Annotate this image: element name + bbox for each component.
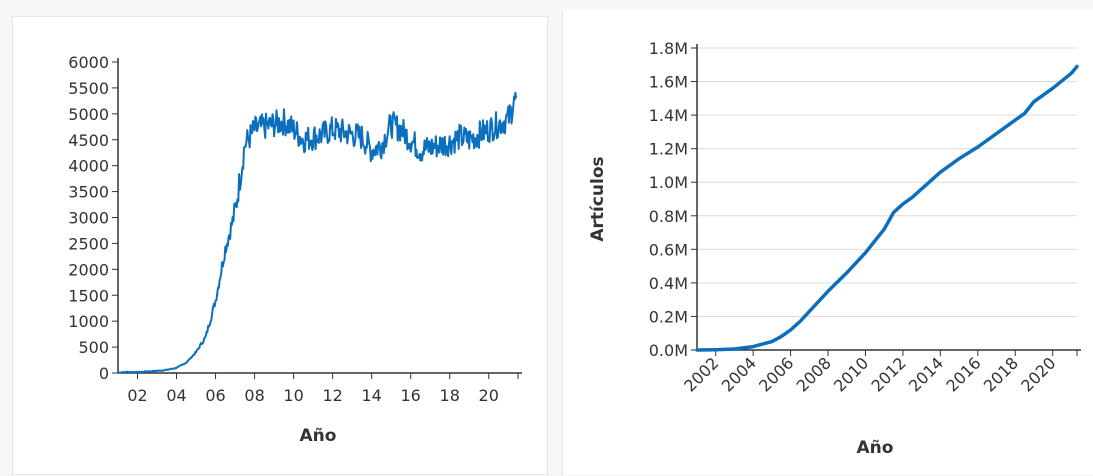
line-chart-left: 0 500 1000 1500 2000 2500 3000 3500 4000 4500 5000… [68,53,522,446]
y-tick-label: 4500 [68,131,109,150]
x-tick-label: 02 [127,386,147,405]
y-tick-label: 0.6M [649,240,688,259]
x-axis-title: Año [857,438,894,458]
y-tick-label: 5500 [68,79,109,98]
y-tick-label: 1.4M [649,106,688,125]
y-tick-label: 0.0M [649,341,688,360]
x-tick-label: 2004 [718,353,760,395]
x-tick-label: 2008 [793,353,835,395]
y-tick-label: 1000 [68,312,109,331]
x-tick-label: 14 [361,386,381,405]
y-tick-label: 2000 [68,260,109,279]
x-tick-label: 12 [322,386,342,405]
x-tick-label: 2006 [755,353,797,395]
x-tick-label: 2016 [942,353,984,395]
x-tick-label: 2018 [980,353,1022,395]
y-tick-label: 0.2M [649,307,688,326]
y-tick-label: 0 [99,364,109,383]
y-tick-label: 6000 [68,53,109,72]
y-tick-label: 1500 [68,286,109,305]
y-tick-label: 1.8M [649,39,688,58]
y-tick-label: 2500 [68,234,109,253]
series-line [117,91,517,374]
y-tick-label: 3000 [68,209,109,228]
y-axis-title: Artículos [588,156,608,241]
line-chart-right: 0.0M 0.2M 0.4M 0.6M 0.8M 1.0M 1.2M 1.4M 1.6M 1.8M… [588,39,1081,458]
x-tick-label: 2014 [905,353,947,395]
x-tick-label: 16 [401,386,421,405]
y-tick-label: 500 [78,338,109,357]
y-tick-label: 0.4M [649,274,688,293]
x-tick-label: 18 [440,386,460,405]
x-tick-label: 2020 [1017,353,1059,395]
x-tick-label: 2010 [830,353,872,395]
x-axis-title: Año [300,426,337,446]
y-tick-label: 3500 [68,183,109,202]
y-tick-label: 0.8M [649,207,688,226]
series-line [695,64,1079,352]
y-tick-label: 1.2M [649,140,688,159]
x-tick-label: 10 [283,386,303,405]
chart-panel-left: 0 500 1000 1500 2000 2500 3000 3500 4000 4500 5000… [12,16,548,475]
chart-panel-right: 0.0M 0.2M 0.4M 0.6M 0.8M 1.0M 1.2M 1.4M 1.6M 1.8M… [562,10,1093,475]
x-tick-label: 08 [244,386,264,405]
y-tick-label: 1.0M [649,173,688,192]
x-tick-label: 06 [205,386,225,405]
x-tick-label: 20 [479,386,499,405]
y-tick-label: 4000 [68,157,109,176]
x-tick-label: 2012 [868,353,910,395]
y-tick-label: 5000 [68,105,109,124]
y-tick-label: 1.6M [649,73,688,92]
x-tick-label: 04 [166,386,186,405]
